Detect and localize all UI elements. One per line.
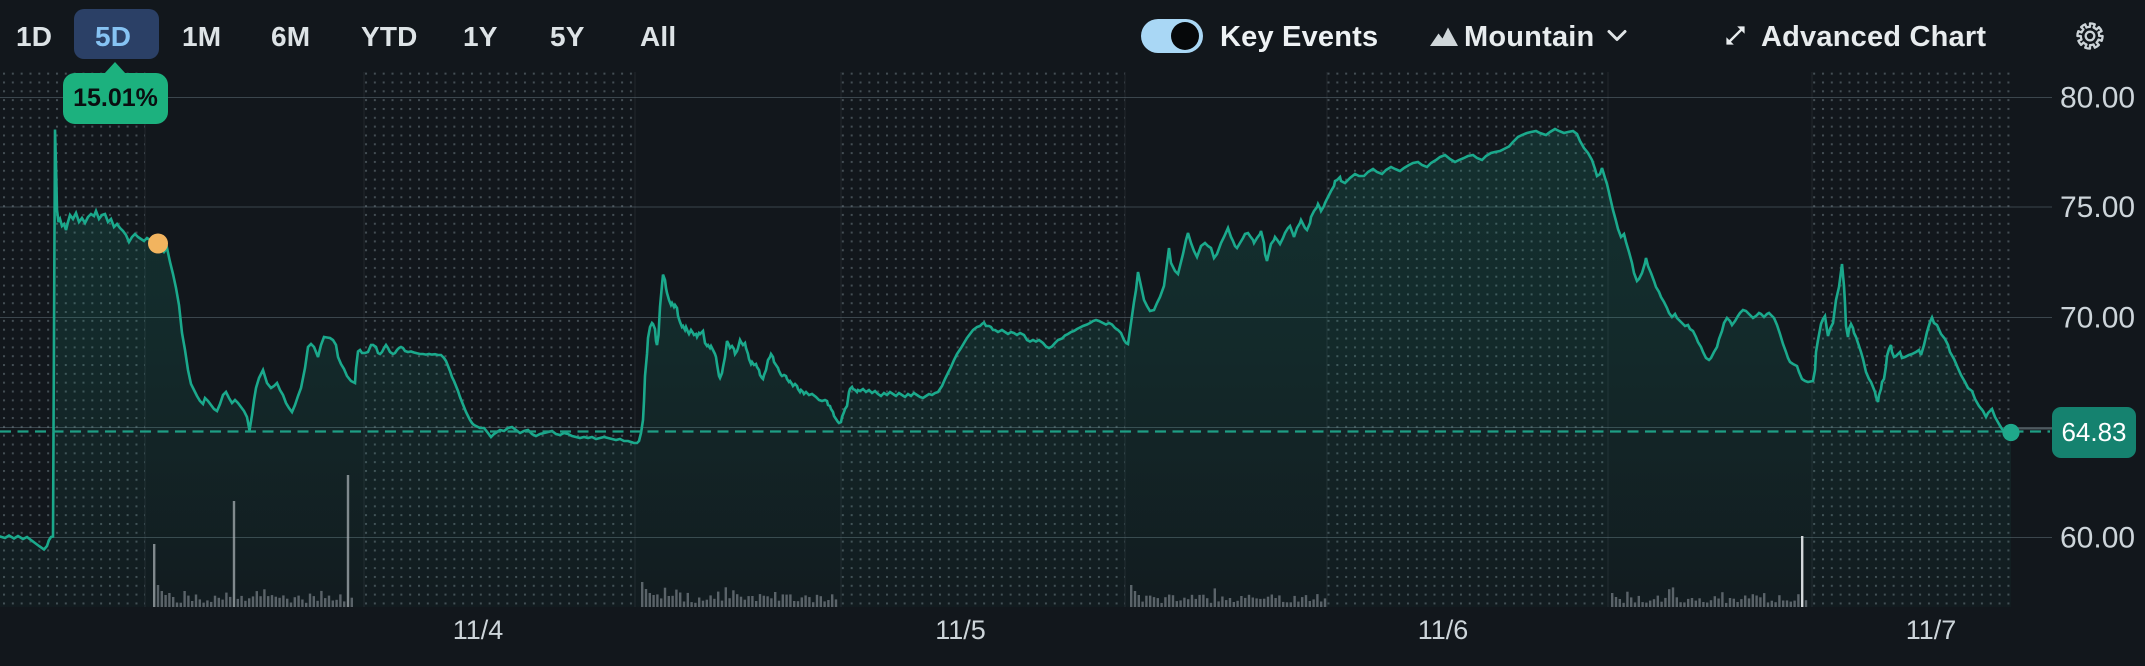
svg-text:70.00: 70.00 bbox=[2060, 302, 2135, 335]
svg-text:75.00: 75.00 bbox=[2060, 191, 2135, 224]
svg-text:60.00: 60.00 bbox=[2060, 522, 2135, 555]
svg-text:11/7: 11/7 bbox=[1906, 615, 1957, 645]
svg-text:80.00: 80.00 bbox=[2060, 82, 2135, 115]
svg-text:11/6: 11/6 bbox=[1418, 615, 1469, 645]
svg-text:11/4: 11/4 bbox=[453, 615, 504, 645]
svg-text:11/5: 11/5 bbox=[935, 615, 986, 645]
